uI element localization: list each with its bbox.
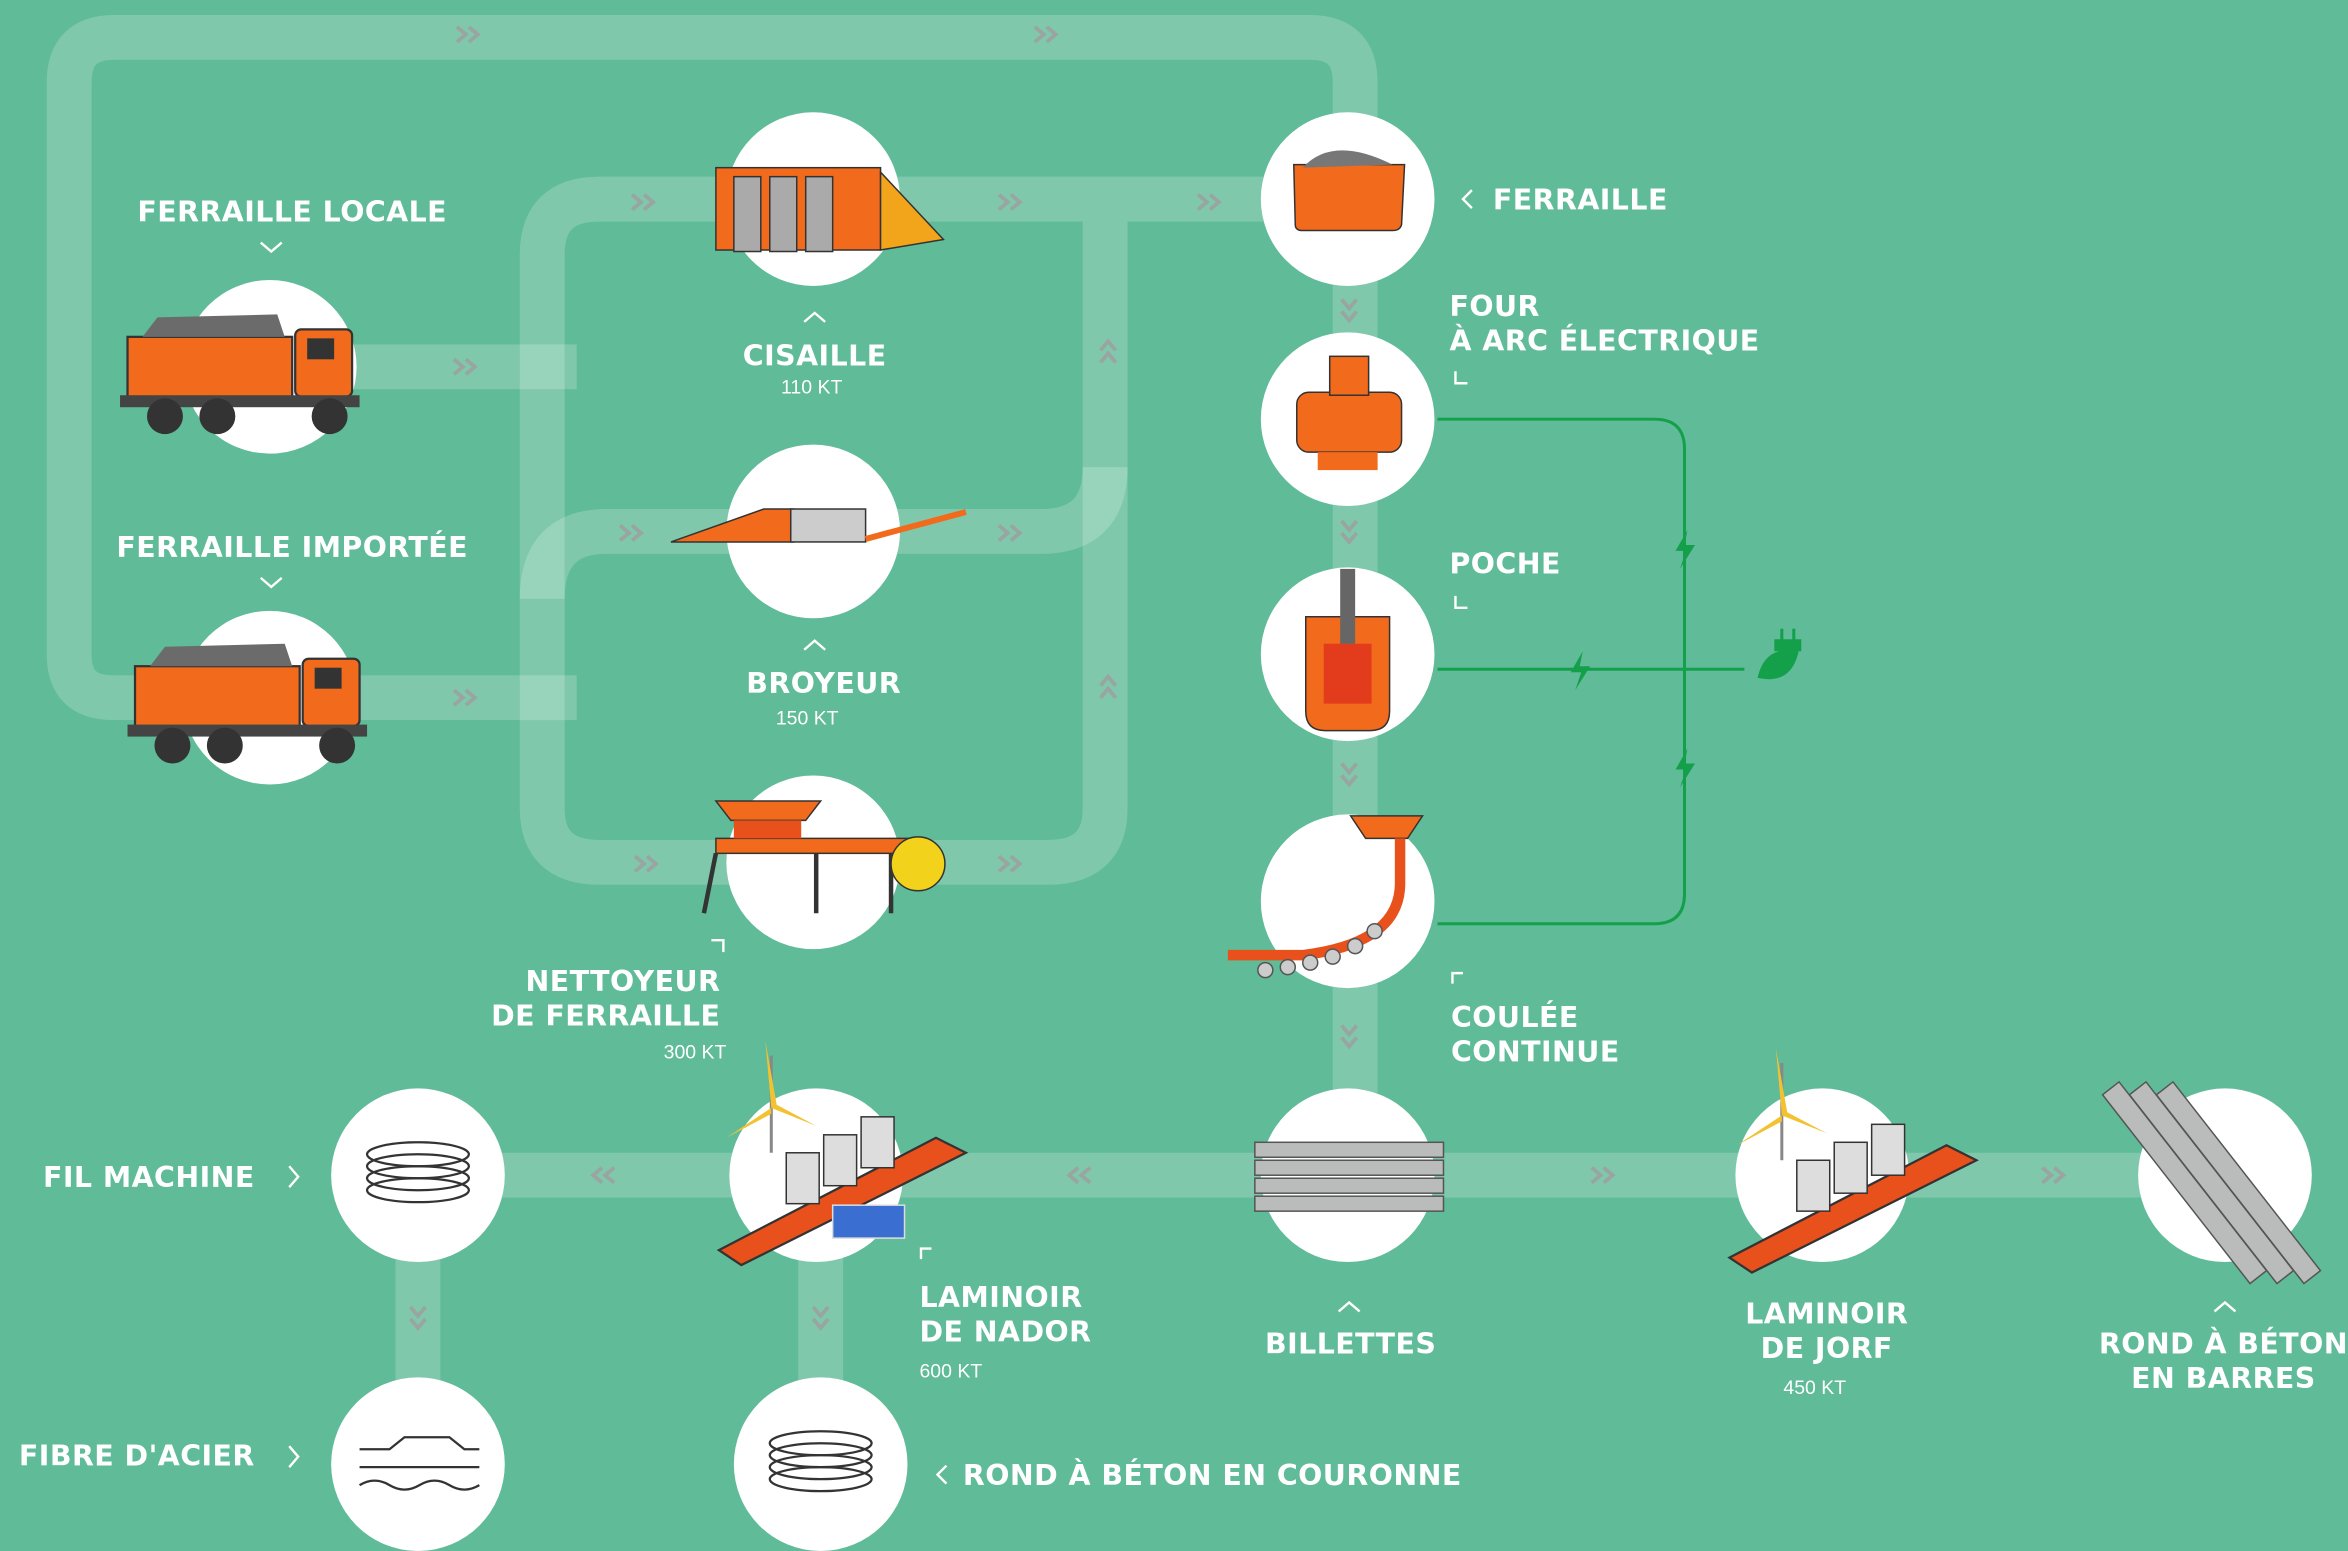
node-label: CONTINUE [1451,1035,1620,1068]
node-label: NETTOYEUR [525,965,720,998]
node-label: DE JORF [1761,1332,1893,1365]
node-label: COULÉE [1451,1000,1579,1034]
node-label: LAMINOIR [1745,1297,1908,1330]
capacity: 150 KT [776,708,839,730]
node-label: LAMINOIR [919,1281,1082,1314]
node-label: POCHE [1449,547,1560,580]
node-label: CISAILLE [743,339,887,372]
node-label: BILLETTES [1265,1327,1436,1360]
node-label: FERRAILLE IMPORTÉE [116,530,468,564]
node-label: EN BARRES [2131,1362,2316,1395]
process-diagram: FERRAILLE LOCALE FERRAILLE IMPORTÉE CISA… [0,0,2348,1551]
node-label: DE NADOR [919,1315,1091,1348]
capacity: 110 KT [781,377,842,399]
node-label: DE FERRAILLE [491,1000,720,1033]
node-label: FOUR [1449,290,1539,323]
capacity: 600 KT [919,1360,982,1382]
node-label: FIBRE D'ACIER [19,1440,255,1473]
capacity: 300 KT [664,1041,727,1063]
node-label: FIL MACHINE [43,1161,255,1194]
node-label: FERRAILLE LOCALE [137,196,447,229]
node-label: BROYEUR [746,667,901,700]
node-circles [183,112,2312,1551]
node-label: À ARC ÉLECTRIQUE [1449,323,1759,357]
node-label: FERRAILLE [1493,184,1668,217]
electricity-network [1437,419,1799,924]
node-label: ROND À BÉTON EN COURONNE [963,1458,1462,1492]
capacity: 450 KT [1783,1377,1846,1399]
node-label: ROND À BÉTON [2099,1326,2348,1360]
